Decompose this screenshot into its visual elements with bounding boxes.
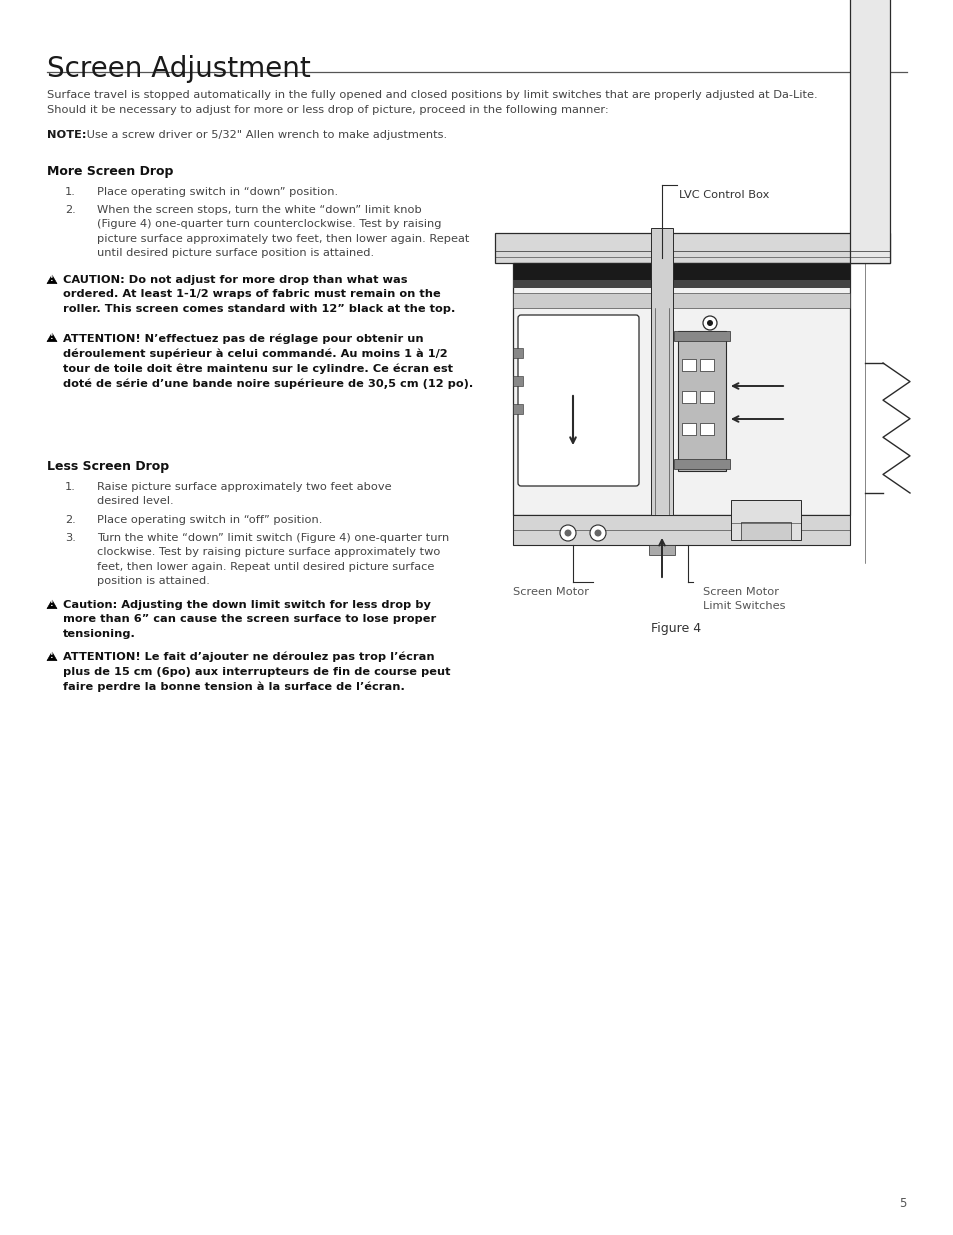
Bar (513, 293, 849, 308)
Text: ATTENTION! N’effectuez pas de réglage pour obtenir un
déroulement supérieur à ce: ATTENTION! N’effectuez pas de réglage po… (63, 333, 473, 389)
Bar (513, 375, 522, 387)
Bar (740, 522, 790, 540)
Bar (513, 263, 849, 515)
Text: Screen Motor: Screen Motor (513, 587, 588, 597)
Bar (513, 404, 522, 414)
Polygon shape (47, 333, 57, 342)
Circle shape (702, 316, 717, 330)
Bar (681, 424, 696, 435)
Bar (513, 280, 849, 288)
Bar (678, 331, 725, 471)
Text: !: ! (51, 332, 53, 341)
Bar (673, 331, 729, 341)
Circle shape (564, 530, 571, 536)
Polygon shape (47, 600, 57, 609)
Text: Screen Motor
Limit Switches: Screen Motor Limit Switches (702, 587, 784, 611)
Text: LVC Control Box: LVC Control Box (679, 190, 768, 200)
Text: 1.: 1. (65, 482, 76, 492)
Bar (849, 0, 889, 263)
Bar (700, 424, 713, 435)
Bar (513, 515, 849, 545)
Text: 5: 5 (899, 1197, 906, 1210)
Circle shape (559, 525, 576, 541)
Circle shape (594, 530, 601, 536)
Text: Use a screw driver or 5/32" Allen wrench to make adjustments.: Use a screw driver or 5/32" Allen wrench… (83, 130, 447, 140)
FancyBboxPatch shape (517, 315, 639, 487)
Polygon shape (47, 275, 57, 284)
Text: 2.: 2. (65, 205, 75, 215)
Text: Surface travel is stopped automatically in the fully opened and closed positions: Surface travel is stopped automatically … (47, 90, 817, 100)
Polygon shape (47, 652, 57, 661)
Bar (730, 500, 801, 540)
Bar (673, 459, 729, 469)
Text: More Screen Drop: More Screen Drop (47, 165, 173, 178)
Text: Should it be necessary to adjust for more or less drop of picture, proceed in th: Should it be necessary to adjust for mor… (47, 105, 608, 115)
Text: 1.: 1. (65, 186, 76, 198)
Text: Place operating switch in “down” position.: Place operating switch in “down” positio… (97, 186, 337, 198)
Text: 2.: 2. (65, 515, 75, 525)
Text: ATTENTION! Le fait d’ajouter ne déroulez pas trop l’écran
plus de 15 cm (6po) au: ATTENTION! Le fait d’ajouter ne déroulez… (63, 652, 450, 692)
Text: !: ! (51, 651, 53, 659)
Text: NOTE:: NOTE: (47, 130, 87, 140)
Bar (700, 391, 713, 403)
Text: !: ! (51, 274, 53, 283)
Text: CAUTION: Do not adjust for more drop than what was
ordered. At least 1-1/2 wraps: CAUTION: Do not adjust for more drop tha… (63, 275, 455, 314)
Bar (648, 545, 675, 555)
Bar (495, 233, 889, 263)
Text: Place operating switch in “off” position.: Place operating switch in “off” position… (97, 515, 322, 525)
Text: Less Screen Drop: Less Screen Drop (47, 459, 169, 473)
Text: Screen Adjustment: Screen Adjustment (47, 56, 311, 83)
Bar (681, 391, 696, 403)
Bar (650, 228, 672, 515)
Text: Figure 4: Figure 4 (650, 622, 700, 635)
Text: When the screen stops, turn the white “down” limit knob
(Figure 4) one-quarter t: When the screen stops, turn the white “d… (97, 205, 469, 258)
Bar (513, 263, 849, 283)
Text: 3.: 3. (65, 534, 76, 543)
Text: Raise picture surface approximately two feet above
desired level.: Raise picture surface approximately two … (97, 482, 392, 506)
Bar (681, 359, 696, 370)
Bar (700, 359, 713, 370)
Circle shape (589, 525, 605, 541)
Circle shape (706, 320, 712, 326)
Text: !: ! (51, 599, 53, 608)
Bar (513, 348, 522, 358)
Text: Caution: Adjusting the down limit switch for less drop by
more than 6” can cause: Caution: Adjusting the down limit switch… (63, 600, 436, 638)
Text: Turn the white “down” limit switch (Figure 4) one-quarter turn
clockwise. Test b: Turn the white “down” limit switch (Figu… (97, 534, 449, 587)
